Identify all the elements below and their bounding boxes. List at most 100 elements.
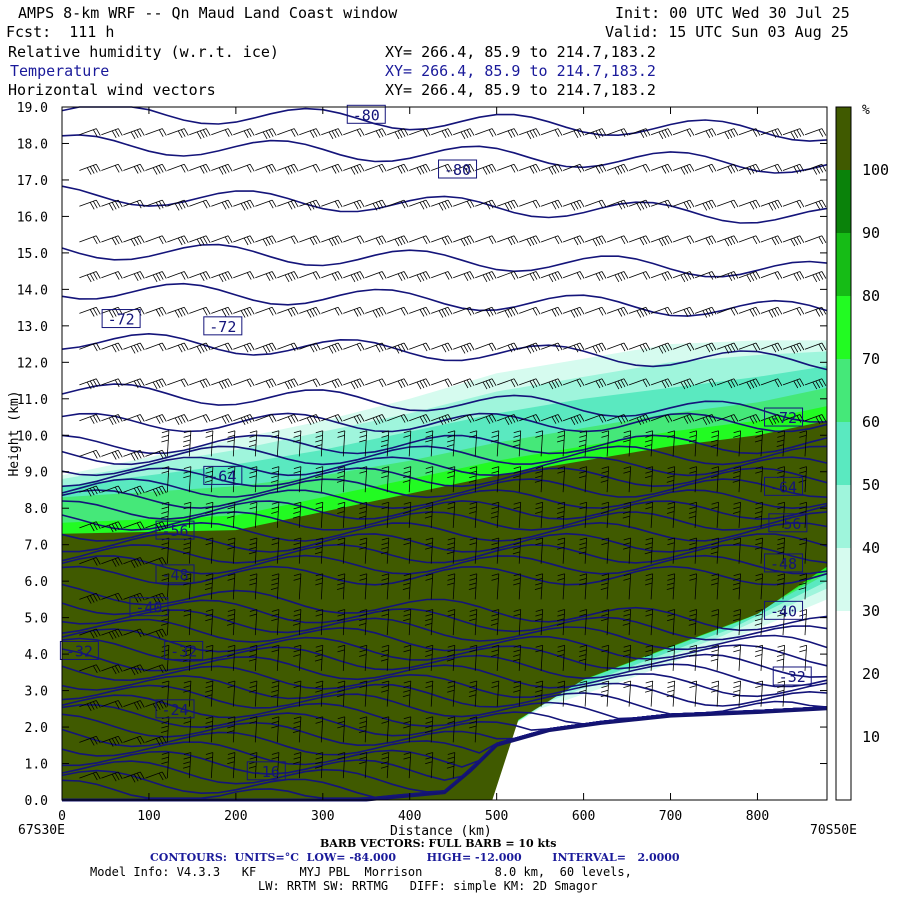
wind-barb (667, 430, 676, 457)
wind-barb (694, 414, 717, 425)
wind-barb (336, 680, 346, 707)
isotherm-label: -16 (253, 763, 280, 781)
colorbar-tick-label: 100 (862, 161, 889, 179)
wind-barb (205, 609, 214, 636)
wind-barb (672, 414, 695, 424)
wind-barb (123, 771, 145, 783)
wind-barb (644, 466, 654, 493)
wind-barb (623, 466, 632, 493)
wind-barb (469, 609, 478, 636)
wind-barb (447, 573, 456, 600)
wind-barb (299, 163, 321, 173)
wind-barb (387, 414, 409, 423)
wind-barb (447, 680, 456, 707)
field-rh-xy: XY= 266.4, 85.9 to 214.7,183.2 (385, 43, 656, 61)
wind-barb (628, 342, 651, 353)
wind-barb (710, 466, 719, 493)
wind-barb (233, 271, 255, 280)
wind-barb (255, 414, 277, 423)
x-tick-label: 500 (485, 809, 508, 824)
wind-barb (204, 573, 214, 600)
isotherm-label: -32 (170, 642, 197, 660)
wind-barb (145, 449, 167, 459)
wind-barb (584, 128, 607, 140)
wind-barb (161, 430, 170, 457)
wind-barb (227, 752, 236, 779)
wind-barb (160, 609, 170, 636)
wind-barb (167, 271, 189, 280)
wind-barb (754, 644, 763, 671)
wind-barb (475, 342, 497, 352)
isotherm-line (61, 383, 828, 423)
y-tick-label: 5.0 (25, 612, 48, 627)
wind-barb (710, 680, 719, 707)
colorbar-tick-label: 50 (862, 476, 880, 494)
isotherm-line (61, 332, 828, 371)
wind-barb (688, 501, 697, 528)
wind-barb (79, 271, 101, 283)
wind-barb (600, 466, 610, 493)
wind-barb (381, 573, 390, 600)
wind-barb (79, 414, 101, 424)
wind-barb (321, 378, 343, 389)
wind-barb (123, 592, 145, 603)
wind-barb (299, 306, 321, 318)
wind-barb (248, 430, 258, 457)
wind-barb (79, 700, 101, 711)
wind-barb (271, 716, 280, 743)
colorbar-segment (836, 674, 851, 737)
x-tick-label: 100 (137, 809, 160, 824)
wind-barb (277, 128, 299, 137)
isotherm-label-box (155, 520, 195, 540)
wind-barb (167, 199, 189, 211)
wind-barb (453, 163, 475, 174)
wind-barb (672, 378, 695, 390)
colorbar-unit: % (862, 103, 870, 118)
wind-barb (782, 128, 805, 140)
wind-barb (622, 501, 632, 528)
wind-barb (447, 609, 456, 636)
wind-barb (738, 414, 761, 424)
wind-barb (101, 199, 123, 211)
isotherm-label: -32 (779, 668, 806, 686)
wind-barb (101, 557, 123, 567)
wind-barb (79, 163, 101, 175)
wind-barb (782, 199, 805, 209)
wind-barb (716, 271, 739, 281)
wind-barb (694, 235, 717, 246)
wind-barb (337, 430, 346, 457)
wind-barb (387, 342, 409, 354)
wind-barb (79, 592, 101, 604)
wind-barb (321, 414, 343, 423)
wind-barb (381, 680, 390, 707)
wind-barb (402, 680, 412, 707)
y-tick-label: 1.0 (25, 758, 48, 773)
wind-barb (776, 466, 785, 493)
wind-barb (519, 414, 541, 423)
wind-barb (535, 537, 544, 564)
wind-barb (321, 128, 343, 140)
colorbar-segment (836, 296, 851, 359)
wind-barb (161, 752, 170, 779)
isotherm-line (61, 282, 828, 317)
wind-barb (183, 609, 192, 636)
wind-barb (782, 378, 805, 389)
wind-barb (694, 199, 717, 211)
wind-barb (315, 466, 324, 493)
wind-barb (475, 306, 497, 317)
wind-barb (189, 163, 211, 174)
wind-barb (343, 128, 365, 137)
wind-barb (189, 306, 211, 316)
wind-barb (584, 378, 607, 389)
wind-barb (365, 414, 387, 425)
wind-barb (497, 235, 519, 246)
wind-barb (667, 537, 676, 564)
wind-barb (387, 128, 409, 140)
wind-barb (513, 466, 522, 493)
wind-barb (123, 485, 145, 496)
wind-barb (798, 501, 807, 528)
wind-barb (710, 573, 719, 600)
wind-barb (782, 235, 805, 247)
wind-barb (644, 430, 654, 457)
wind-barb (271, 752, 280, 779)
